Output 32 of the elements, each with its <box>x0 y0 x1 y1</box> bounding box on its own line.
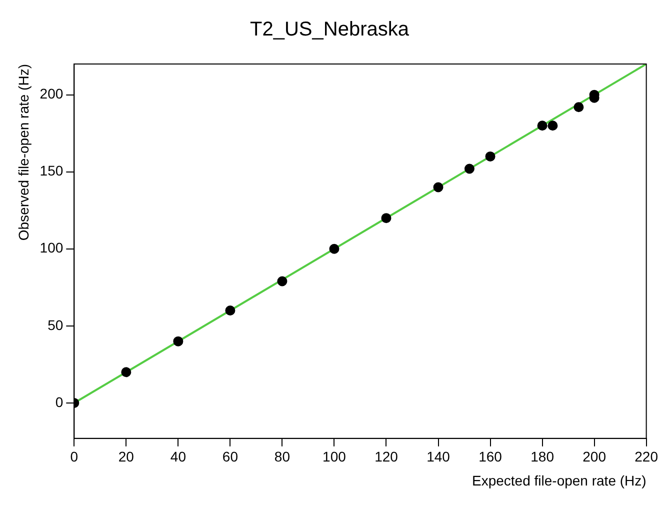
y-axis-title: Observed file-open rate (Hz) <box>15 64 32 241</box>
point <box>433 182 444 192</box>
x-tick-label: 160 <box>478 448 502 465</box>
y-tick-label: 200 <box>40 86 64 102</box>
point <box>464 164 474 174</box>
x-tick-label: 0 <box>70 448 78 465</box>
x-tick-label: 140 <box>426 448 450 465</box>
point <box>537 120 548 131</box>
y-tick-label: 0 <box>55 394 64 410</box>
x-axis-title: Expected file-open rate (Hz) <box>472 472 646 488</box>
point <box>277 276 288 286</box>
point <box>121 367 132 378</box>
y-tick-label: 150 <box>40 162 64 179</box>
y-tick-label: 50 <box>48 316 64 333</box>
x-tick-label: 20 <box>118 448 134 465</box>
x-tick-label: 100 <box>322 448 346 465</box>
x-tick-label: 120 <box>374 448 398 465</box>
x-tick-label: 200 <box>582 448 606 465</box>
point <box>329 244 340 254</box>
x-tick-label: 80 <box>274 448 290 465</box>
point <box>173 336 184 346</box>
point <box>574 102 584 112</box>
x-tick-label: 60 <box>222 448 238 465</box>
point <box>225 306 236 316</box>
point <box>548 120 558 131</box>
x-tick-label: 180 <box>530 448 554 465</box>
x-tick-label: 40 <box>170 448 186 465</box>
y-tick-label: 100 <box>40 240 64 256</box>
chart-title: T2_US_Nebraska <box>250 18 410 41</box>
point <box>381 213 392 224</box>
x-tick-label: 220 <box>634 448 658 465</box>
point <box>485 151 496 162</box>
